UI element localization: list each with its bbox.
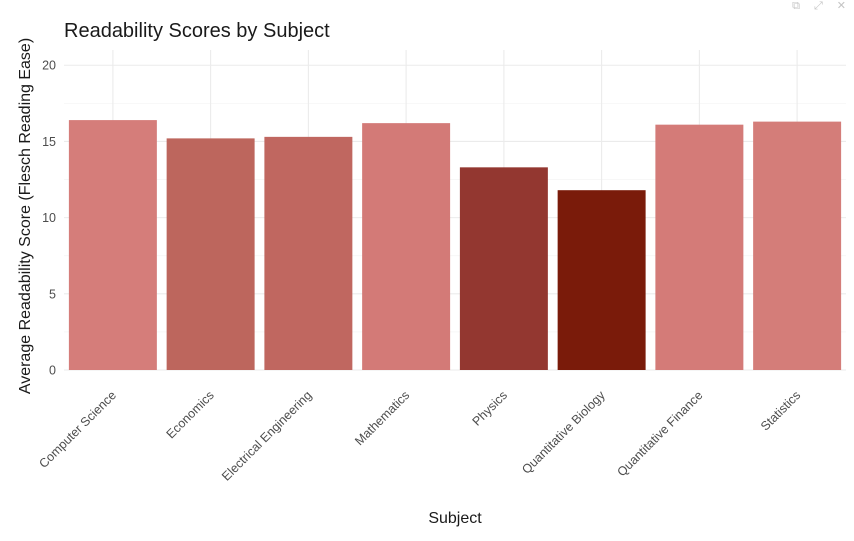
x-tick-label: Economics [164, 388, 217, 441]
expand-icon[interactable]: ⤢ [813, 0, 823, 12]
x-axis-ticks: Computer Science Economics Electrical Engi… [36, 388, 803, 484]
x-tick-label: Quantitative Finance [615, 388, 706, 479]
x-tick-label: Quantitative Biology [519, 388, 608, 477]
x-tick-label: Statistics [758, 388, 803, 433]
bar-computer-science [68, 120, 157, 370]
bar-quantitative-finance [655, 124, 744, 371]
chart-title: Readability Scores by Subject [64, 20, 330, 42]
y-tick-label: 0 [49, 364, 56, 378]
y-axis-ticks: 0 5 10 15 20 [42, 59, 56, 378]
bar-mathematics [362, 123, 451, 371]
x-tick-label: Electrical Engineering [219, 388, 314, 483]
window-controls: ⧉ ⤢ ✕ [792, 0, 846, 12]
bar-physics [459, 167, 548, 370]
y-tick-label: 5 [49, 287, 56, 301]
y-axis-title: Average Readability Score (Flesch Readin… [17, 38, 34, 394]
close-icon[interactable]: ✕ [836, 0, 846, 12]
restore-icon[interactable]: ⧉ [792, 0, 800, 12]
x-axis-title: Subject [428, 510, 482, 527]
y-tick-label: 10 [42, 211, 56, 225]
bar-electrical-engineering [264, 136, 353, 370]
y-tick-label: 15 [42, 135, 56, 149]
bar-statistics [753, 121, 842, 370]
x-tick-label: Computer Science [36, 388, 119, 471]
x-tick-label: Physics [470, 388, 510, 428]
x-tick-label: Mathematics [352, 388, 412, 448]
y-tick-label: 20 [42, 59, 56, 73]
bar-economics [166, 138, 255, 370]
bar-quantitative-biology [557, 190, 646, 370]
bars [68, 120, 842, 371]
